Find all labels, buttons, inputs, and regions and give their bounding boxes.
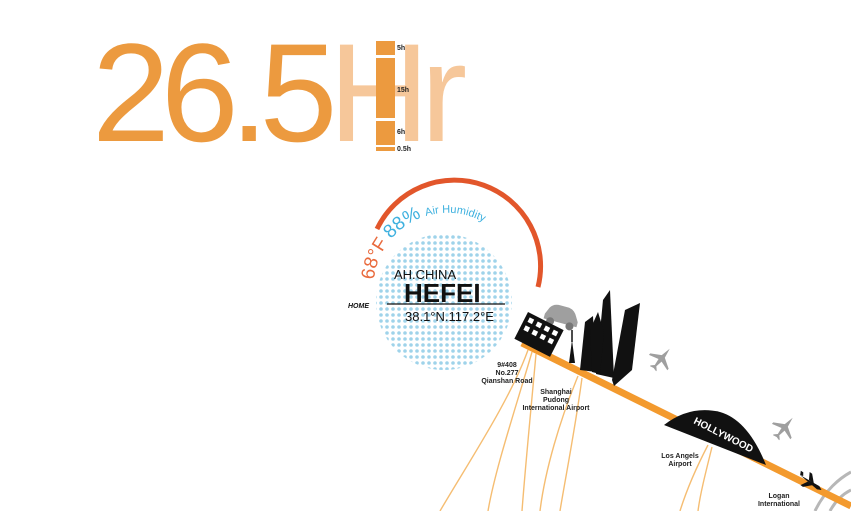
flight-routes <box>439 349 713 511</box>
car-icon <box>543 304 578 331</box>
los-angeles-airport-label: Los Angels Airport <box>661 453 699 468</box>
route-arc <box>679 444 709 511</box>
city-dot-circle <box>376 234 512 370</box>
hours-unit: Hr <box>328 14 467 171</box>
route-arc <box>559 377 583 511</box>
scale-label-5h: 5h <box>397 45 406 52</box>
route-arc <box>487 351 533 511</box>
route-arc <box>697 446 713 511</box>
scale-label-05h: 0.5h <box>397 146 412 153</box>
total-hours-headline: 26.5Hr <box>92 18 467 168</box>
airplane-icon <box>648 348 670 372</box>
hours-number: 26.5 <box>92 14 338 171</box>
building-icon <box>514 312 564 357</box>
segment-15h <box>376 58 395 118</box>
route-arc <box>521 353 537 511</box>
grey-arc <box>813 470 851 511</box>
home-address: 9#408 No.277 Qianshan Road <box>481 362 533 385</box>
shanghai-airport-label: Shanghai Pudong International Airport <box>522 389 590 412</box>
route-arc <box>539 375 579 511</box>
logan-airport-label: Logan International <box>757 493 800 508</box>
segment-05h <box>376 147 395 151</box>
coordinates-label: 38.1°N.117.2°E <box>405 309 494 324</box>
time-scale-bar <box>376 41 395 151</box>
humidity-label: Air Humidity <box>424 204 488 225</box>
route-arc <box>439 349 529 511</box>
scale-label-15h: 15h <box>397 87 410 94</box>
humidity-value: 88% <box>379 203 424 243</box>
city-name: HEFEI <box>404 278 481 308</box>
segment-6h <box>376 121 395 145</box>
region-label: AH.CHINA <box>394 267 456 282</box>
airplane-icon <box>800 470 822 491</box>
airplane-icon <box>771 417 793 441</box>
skyline-icon <box>569 290 640 386</box>
scale-label-6h: 6h <box>397 129 406 136</box>
home-label: HOME <box>348 303 369 310</box>
segment-5h <box>376 41 395 55</box>
humidity-arc <box>374 177 544 288</box>
